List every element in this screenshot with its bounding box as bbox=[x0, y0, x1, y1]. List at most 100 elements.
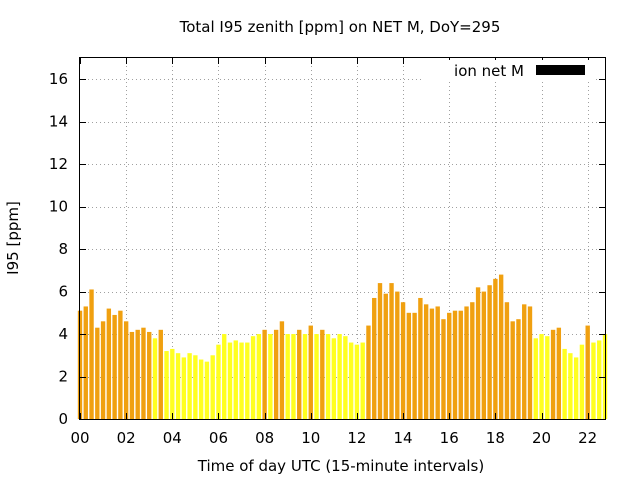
y-tick-label: 14 bbox=[49, 113, 68, 131]
data-bar bbox=[216, 344, 221, 419]
data-bar bbox=[372, 297, 377, 419]
data-bar bbox=[181, 357, 187, 419]
data-bar bbox=[164, 351, 169, 419]
data-bar bbox=[245, 342, 250, 419]
data-bar bbox=[360, 342, 365, 419]
data-bar bbox=[314, 334, 319, 419]
data-bar bbox=[487, 285, 492, 419]
data-bar bbox=[158, 329, 163, 419]
data-bar bbox=[227, 342, 233, 419]
x-tick-label: 22 bbox=[578, 429, 597, 447]
x-tick-label: 20 bbox=[532, 429, 551, 447]
data-bar bbox=[106, 308, 112, 419]
y-tick-label: 0 bbox=[58, 410, 68, 428]
x-tick-label: 16 bbox=[440, 429, 459, 447]
data-bar bbox=[239, 342, 244, 419]
y-tick-label: 16 bbox=[49, 70, 68, 88]
data-bar bbox=[585, 325, 590, 419]
data-bar bbox=[337, 334, 342, 419]
y-axis-label: I95 [ppm] bbox=[4, 201, 22, 275]
data-bar bbox=[135, 329, 140, 419]
data-bar bbox=[458, 310, 463, 419]
data-bar bbox=[475, 287, 481, 419]
x-tick-label: 14 bbox=[394, 429, 413, 447]
data-bar bbox=[481, 291, 487, 419]
data-bar bbox=[533, 338, 538, 419]
data-bar bbox=[123, 321, 129, 419]
data-bar bbox=[510, 321, 515, 419]
data-bar bbox=[175, 353, 181, 419]
data-bar bbox=[400, 302, 406, 419]
data-bar bbox=[504, 302, 510, 419]
data-bar bbox=[83, 306, 88, 419]
data-bar bbox=[100, 321, 106, 419]
data-bar bbox=[423, 304, 429, 419]
legend-swatch bbox=[536, 65, 585, 75]
bars-layer bbox=[77, 274, 608, 419]
data-bar bbox=[210, 355, 215, 419]
data-bar bbox=[256, 334, 262, 419]
data-bar bbox=[539, 334, 544, 419]
data-bar bbox=[550, 329, 556, 419]
data-bar bbox=[268, 334, 273, 419]
data-bar bbox=[562, 348, 567, 419]
data-bar bbox=[89, 289, 94, 419]
data-bar bbox=[147, 331, 152, 419]
data-bar bbox=[331, 338, 337, 419]
data-bar bbox=[112, 314, 117, 419]
data-bar bbox=[418, 297, 423, 419]
data-bar bbox=[573, 357, 579, 419]
data-bar bbox=[291, 334, 296, 419]
data-bar bbox=[129, 331, 135, 419]
data-bar bbox=[556, 327, 562, 419]
x-axis-label: Time of day UTC (15-minute intervals) bbox=[197, 457, 484, 475]
legend: ion net M bbox=[424, 60, 594, 82]
data-bar bbox=[447, 312, 452, 419]
data-bar bbox=[591, 342, 596, 419]
data-bar bbox=[406, 312, 412, 419]
data-bar bbox=[250, 336, 256, 419]
data-bar bbox=[262, 329, 267, 419]
data-bar bbox=[441, 319, 446, 419]
data-bar bbox=[377, 283, 383, 419]
data-bar bbox=[498, 274, 504, 419]
data-bar bbox=[118, 310, 123, 419]
data-bar bbox=[429, 308, 435, 419]
data-bar bbox=[141, 327, 146, 419]
data-bar bbox=[412, 312, 417, 419]
x-tick-label: 12 bbox=[347, 429, 366, 447]
x-tick-label: 06 bbox=[209, 429, 228, 447]
y-tick-label: 12 bbox=[49, 155, 68, 173]
data-bar bbox=[354, 344, 360, 419]
data-bar bbox=[320, 329, 325, 419]
data-bar bbox=[383, 293, 388, 419]
data-bar bbox=[527, 306, 533, 419]
data-bar bbox=[187, 353, 192, 419]
data-bar bbox=[452, 310, 458, 419]
data-bar bbox=[233, 340, 238, 419]
x-tick-label: 18 bbox=[486, 429, 505, 447]
data-bar bbox=[343, 336, 348, 419]
data-bar bbox=[470, 302, 475, 419]
data-bar bbox=[152, 338, 158, 419]
data-bar bbox=[435, 306, 440, 419]
data-bar bbox=[597, 340, 602, 419]
data-bar bbox=[285, 334, 290, 419]
data-bar bbox=[273, 329, 279, 419]
plot-frame bbox=[79, 57, 606, 420]
data-bar bbox=[545, 336, 550, 419]
legend-label: ion net M bbox=[454, 62, 524, 80]
y-tick-label: 8 bbox=[58, 240, 68, 258]
data-bar bbox=[95, 327, 100, 419]
data-bar bbox=[395, 291, 400, 419]
data-bar bbox=[464, 306, 469, 419]
data-bar bbox=[579, 344, 585, 419]
data-bar bbox=[204, 361, 210, 419]
x-tick-label: 04 bbox=[163, 429, 182, 447]
y-tick-label: 4 bbox=[58, 325, 68, 343]
x-tick-label: 02 bbox=[117, 429, 136, 447]
x-tick-label: 08 bbox=[255, 429, 274, 447]
y-tick-label: 6 bbox=[58, 283, 68, 301]
